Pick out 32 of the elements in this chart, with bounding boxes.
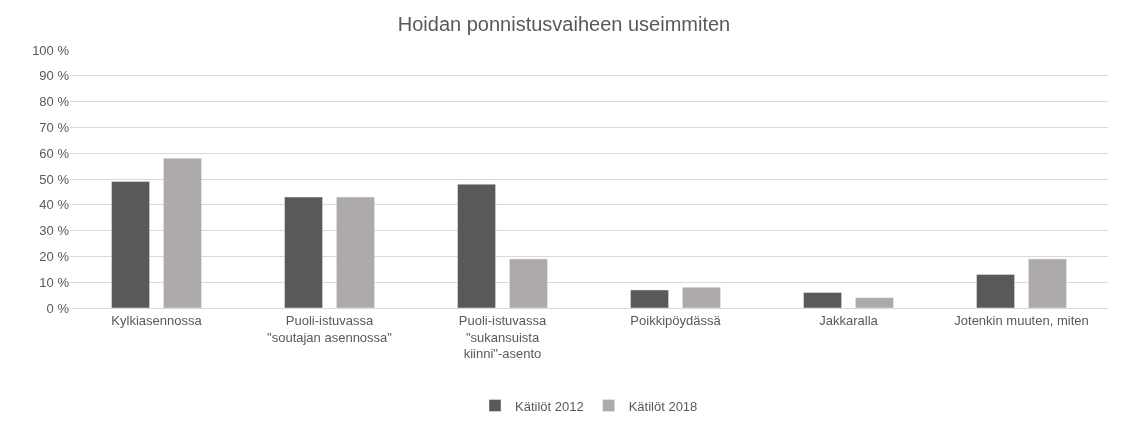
y-tick-label: 50 % [39, 171, 70, 187]
bar [803, 292, 842, 308]
y-tick-label: 60 % [39, 145, 70, 161]
bar [855, 297, 894, 308]
legend-label: Kätilöt 2012 [515, 398, 584, 414]
bar [284, 196, 323, 308]
chart-title: Hoidan ponnistusvaiheen useimmiten [397, 13, 731, 36]
y-tick-label: 20 % [39, 248, 70, 264]
y-tick-label: 80 % [39, 94, 70, 110]
y-tick-label: 10 % [39, 274, 70, 290]
legend-label: Kätilöt 2018 [628, 398, 698, 414]
y-tick-label: 40 % [39, 197, 70, 213]
bar [1028, 258, 1067, 308]
y-tick-label: 100 % [32, 42, 70, 58]
x-tick-label: Puoli-istuvassa "soutajan asennossa" [267, 312, 393, 345]
bar [682, 287, 721, 308]
y-tick-label: 30 % [39, 223, 70, 239]
x-tick-label: Jotenkin muuten, miten [954, 312, 1089, 328]
bar [509, 258, 548, 308]
y-tick-label: 0 % [46, 300, 70, 316]
bar [457, 183, 496, 308]
x-tick-label: Puoli-istuvassa "sukansuista kiinni"-asento [458, 312, 547, 362]
y-tick-label: 90 % [39, 68, 70, 84]
x-tick-label: Kylkiasennossa [111, 312, 203, 328]
bar [336, 196, 375, 308]
y-tick-label: 70 % [39, 119, 70, 135]
bar [976, 274, 1015, 308]
bar [111, 181, 150, 308]
bar [630, 289, 669, 308]
bar [163, 158, 202, 308]
x-tick-label: Jakkaralla [819, 312, 879, 328]
x-tick-label: Poikkipöydässä [630, 312, 722, 328]
